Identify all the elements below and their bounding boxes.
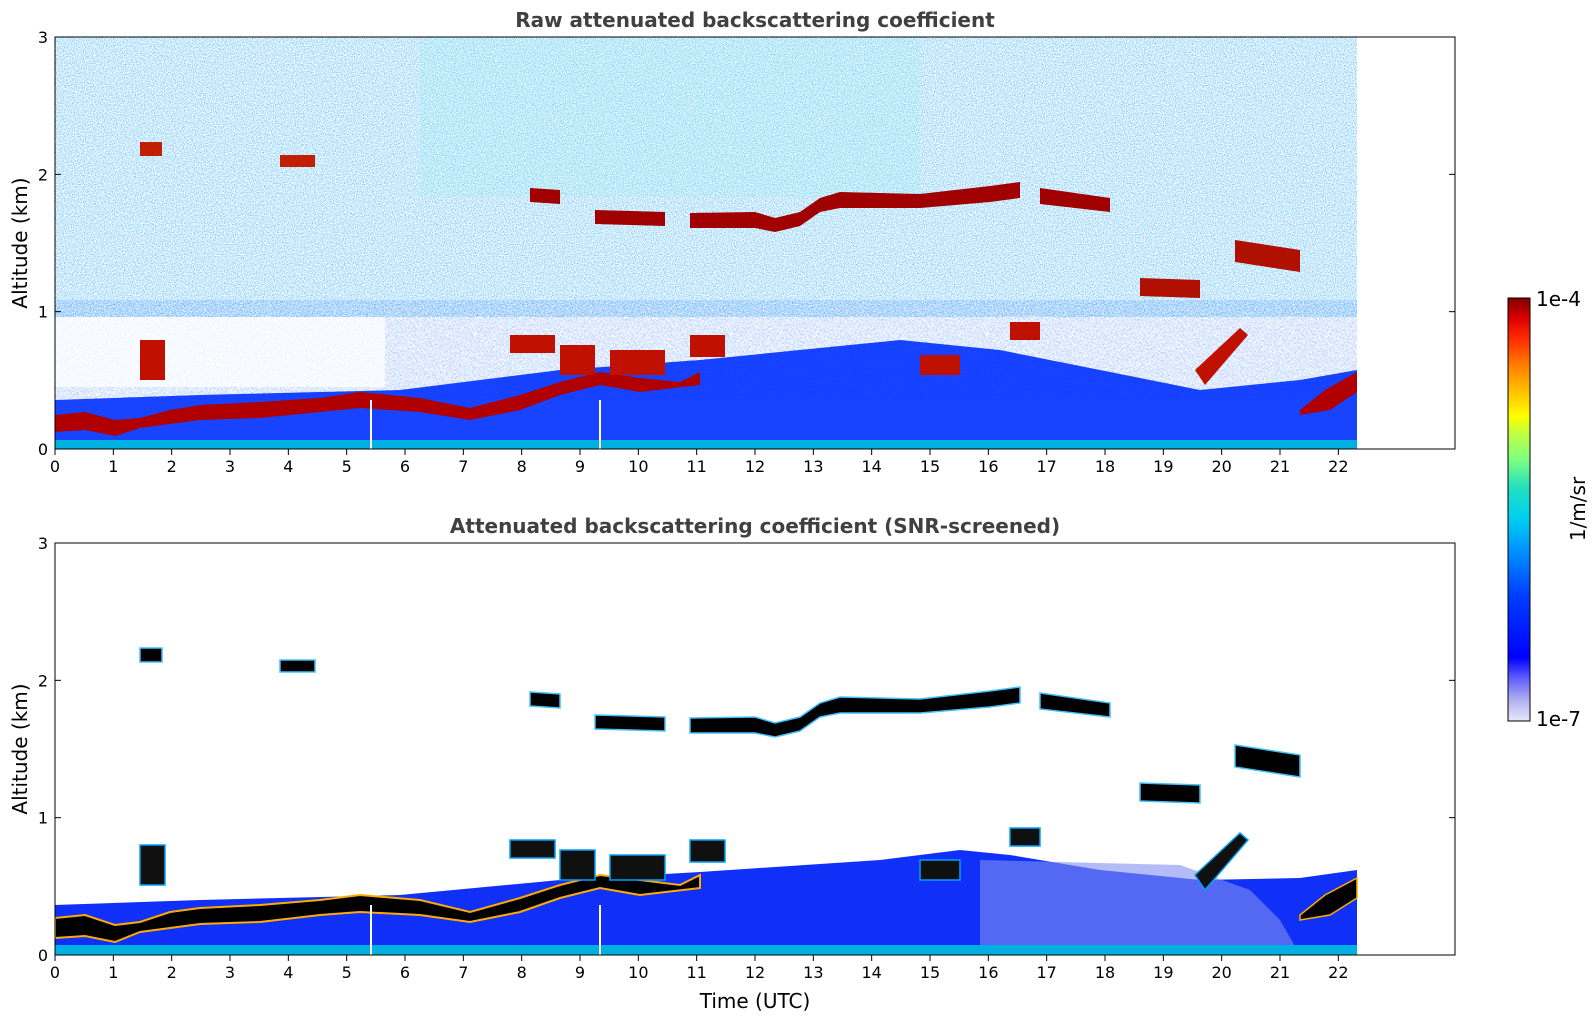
x-tick-label: 15 xyxy=(920,457,940,476)
scr-bl-end xyxy=(1299,876,1358,921)
scr-low-clouds xyxy=(139,827,1250,892)
x-tick-label: 9 xyxy=(575,963,585,982)
x-tick-label: 7 xyxy=(458,963,468,982)
panel-screened-ylabel: Altitude (km) xyxy=(8,683,32,814)
x-tick-label: 6 xyxy=(400,457,410,476)
raw-bl-end xyxy=(1300,372,1357,415)
scr-boundary-layer xyxy=(55,873,701,944)
x-tick-label: 17 xyxy=(1036,457,1056,476)
x-tick-label: 5 xyxy=(342,457,352,476)
raw-surface-layer xyxy=(55,340,1357,449)
scr-gap-2 xyxy=(599,905,601,955)
x-tick-label: 9 xyxy=(575,457,585,476)
x-tick-label: 4 xyxy=(283,457,293,476)
raw-high-speck-2 xyxy=(280,155,315,167)
x-tick-label: 10 xyxy=(628,457,648,476)
colorbar: 1e-4 1e-7 1/m/sr xyxy=(1507,287,1590,731)
x-tick-label: 20 xyxy=(1211,457,1231,476)
colorbar-gradient xyxy=(1507,297,1531,722)
scr-fade-region xyxy=(980,860,1300,955)
x-tick-label: 3 xyxy=(225,963,235,982)
x-tick-label: 1 xyxy=(108,963,118,982)
raw-low-clouds xyxy=(140,322,1248,385)
raw-cloud-seg-5 xyxy=(1140,278,1200,298)
x-tick-label: 0 xyxy=(50,457,60,476)
panel-screened-image xyxy=(55,647,1358,955)
raw-boundary-layer xyxy=(55,372,700,436)
x-tick-label: 7 xyxy=(458,457,468,476)
x-tick-label: 3 xyxy=(225,457,235,476)
y-tick-label: 0 xyxy=(38,946,48,965)
x-tick-label: 11 xyxy=(686,457,706,476)
y-tick-label: 1 xyxy=(38,303,48,322)
y-tick-label: 1 xyxy=(38,809,48,828)
panel-screened-xlabel: Time (UTC) xyxy=(699,989,811,1013)
colorbar-max-label: 1e-4 xyxy=(1536,287,1581,311)
scr-high-clouds xyxy=(139,647,1301,804)
y-tick-label: 2 xyxy=(38,671,48,690)
x-tick-label: 19 xyxy=(1153,963,1173,982)
x-tick-label: 16 xyxy=(978,457,998,476)
x-tick-label: 17 xyxy=(1036,963,1056,982)
x-tick-label: 18 xyxy=(1095,457,1115,476)
x-tick-label: 4 xyxy=(283,963,293,982)
y-tick-label: 2 xyxy=(38,165,48,184)
x-tick-label: 14 xyxy=(861,457,881,476)
x-tick-label: 14 xyxy=(861,963,881,982)
x-tick-label: 16 xyxy=(978,963,998,982)
x-tick-label: 13 xyxy=(803,963,823,982)
x-tick-label: 2 xyxy=(167,963,177,982)
x-tick-label: 5 xyxy=(342,963,352,982)
raw-high-speck-1 xyxy=(140,142,162,156)
x-tick-label: 8 xyxy=(517,457,527,476)
raw-gap-1 xyxy=(370,400,372,449)
x-tick-label: 13 xyxy=(803,457,823,476)
x-tick-label: 19 xyxy=(1153,457,1173,476)
y-tick-label: 3 xyxy=(38,534,48,553)
scr-gap-1 xyxy=(370,905,372,955)
x-tick-label: 10 xyxy=(628,963,648,982)
raw-clear-patch xyxy=(55,317,385,387)
x-tick-label: 20 xyxy=(1211,963,1231,982)
x-tick-label: 11 xyxy=(686,963,706,982)
scr-surface-bottom xyxy=(55,945,1357,955)
raw-cloud-main xyxy=(690,182,1020,232)
panel-screened-title: Attenuated backscattering coefficient (S… xyxy=(450,514,1060,538)
panel-raw-image xyxy=(55,37,1357,449)
x-tick-label: 12 xyxy=(745,963,765,982)
raw-surface-bottom xyxy=(55,440,1357,449)
x-tick-label: 2 xyxy=(167,457,177,476)
raw-cloud-seg-1 xyxy=(530,188,560,204)
x-tick-label: 0 xyxy=(50,963,60,982)
x-tick-label: 18 xyxy=(1095,963,1115,982)
panel-raw: Raw attenuated backscattering coefficien… xyxy=(8,8,1456,476)
y-tick-label: 0 xyxy=(38,440,48,459)
raw-cloud-seg-3 xyxy=(1040,188,1110,212)
x-tick-label: 12 xyxy=(745,457,765,476)
x-tick-label: 22 xyxy=(1328,457,1348,476)
panel-raw-ylabel: Altitude (km) xyxy=(8,177,32,308)
raw-gap-2 xyxy=(599,400,601,449)
x-tick-label: 8 xyxy=(517,963,527,982)
x-tick-label: 1 xyxy=(108,457,118,476)
x-tick-label: 15 xyxy=(920,963,940,982)
y-tick-label: 3 xyxy=(38,28,48,47)
raw-cloud-seg-2 xyxy=(595,210,665,226)
panel-raw-title: Raw attenuated backscattering coefficien… xyxy=(515,8,995,32)
raw-cloud-seg-4 xyxy=(1235,240,1300,272)
colorbar-units: 1/m/sr xyxy=(1566,476,1590,541)
panel-screened: Attenuated backscattering coefficient (S… xyxy=(8,514,1456,1013)
x-tick-label: 21 xyxy=(1270,457,1290,476)
raw-noise-green xyxy=(420,37,920,197)
colorbar-min-label: 1e-7 xyxy=(1536,707,1581,731)
x-tick-label: 6 xyxy=(400,963,410,982)
x-tick-label: 21 xyxy=(1270,963,1290,982)
x-tick-label: 22 xyxy=(1328,963,1348,982)
